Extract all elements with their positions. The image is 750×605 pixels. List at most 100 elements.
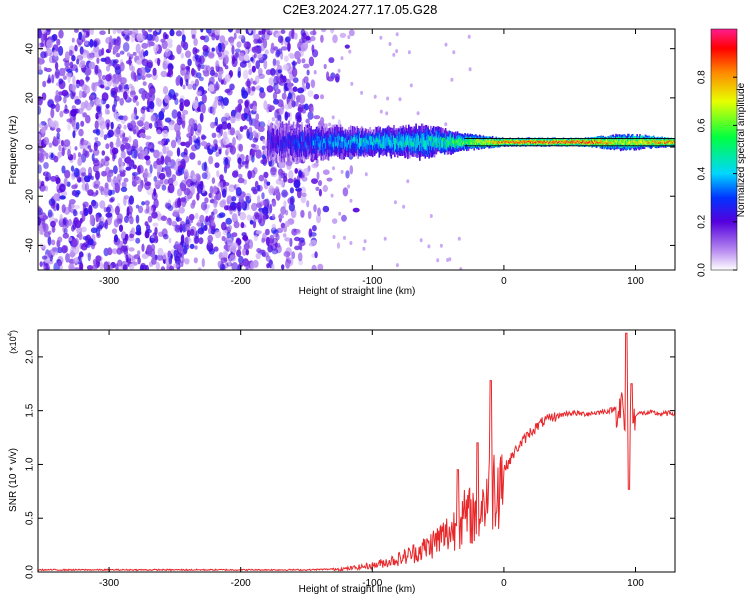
noise-speck xyxy=(300,195,307,204)
signal-cell xyxy=(525,142,528,144)
signal-cell xyxy=(597,142,600,144)
spectrogram-x-label: Height of straight line (km) xyxy=(299,286,416,297)
noise-speck xyxy=(92,259,97,265)
noise-speck xyxy=(109,35,113,44)
signal-cell xyxy=(430,136,432,141)
noise-speck xyxy=(221,235,226,242)
noise-speck xyxy=(94,137,99,141)
noise-speck xyxy=(293,177,297,184)
noise-speck xyxy=(265,69,272,76)
signal-cell xyxy=(566,141,568,143)
noise-speck xyxy=(444,42,448,47)
signal-cell xyxy=(337,140,340,146)
noise-speck xyxy=(157,231,165,237)
noise-speck xyxy=(208,227,212,235)
signal-cell xyxy=(516,140,519,143)
noise-speck xyxy=(38,122,43,129)
signal-cell xyxy=(614,141,616,146)
signal-cell xyxy=(413,137,416,143)
noise-speck xyxy=(436,258,440,263)
noise-speck xyxy=(152,67,157,76)
noise-speck xyxy=(221,199,227,205)
noise-speck xyxy=(231,57,238,68)
signal-cell xyxy=(411,142,414,147)
noise-speck xyxy=(129,233,135,239)
signal-cell xyxy=(528,141,531,145)
noise-speck xyxy=(207,51,215,59)
snr-x-label: Height of straight line (km) xyxy=(299,584,416,595)
signal-cell xyxy=(655,142,658,144)
noise-speck xyxy=(297,252,303,262)
signal-cell xyxy=(316,136,319,141)
noise-speck xyxy=(258,30,262,35)
signal-cell xyxy=(557,141,559,145)
signal-cell xyxy=(576,140,579,144)
signal-cell xyxy=(365,140,368,150)
signal-cell xyxy=(305,138,308,144)
signal-cell xyxy=(292,135,295,141)
noise-speck xyxy=(84,182,89,192)
snr-panel: -300 -200 -100 0 100 0.00.51.01.52.0 Height … xyxy=(8,329,676,595)
signal-cell xyxy=(583,140,585,142)
x-tick-label: 0 xyxy=(501,276,507,287)
noise-speck xyxy=(94,180,101,187)
noise-speck xyxy=(169,265,175,270)
noise-speck xyxy=(171,109,178,119)
signal-cell xyxy=(545,142,547,144)
signal-cell xyxy=(308,140,311,146)
signal-cell xyxy=(486,140,488,143)
signal-cell xyxy=(621,142,624,146)
noise-speck xyxy=(135,237,141,244)
signal-cell xyxy=(368,135,370,145)
x-tick-label: -300 xyxy=(99,276,119,287)
noise-speck xyxy=(181,201,186,208)
noise-speck xyxy=(172,209,180,216)
noise-speck xyxy=(278,174,282,182)
noise-speck xyxy=(153,44,159,53)
noise-speck xyxy=(300,209,305,218)
noise-speck xyxy=(261,237,266,243)
noise-speck xyxy=(65,72,73,77)
signal-cell xyxy=(406,142,408,147)
noise-speck xyxy=(165,138,170,143)
signal-cell xyxy=(435,141,438,147)
noise-speck xyxy=(302,32,307,40)
signal-cell xyxy=(419,140,422,150)
noise-speck xyxy=(53,193,59,202)
noise-speck xyxy=(214,72,218,78)
signal-cell xyxy=(491,142,494,145)
signal-cell xyxy=(302,136,304,147)
signal-cell xyxy=(307,142,310,148)
noise-speck xyxy=(190,126,194,137)
noise-speck xyxy=(340,56,344,61)
noise-speck xyxy=(276,49,281,57)
noise-speck xyxy=(85,102,92,111)
signal-cell xyxy=(465,139,467,143)
signal-cell xyxy=(415,139,417,145)
noise-speck xyxy=(237,245,242,251)
noise-speck xyxy=(56,132,60,140)
noise-speck xyxy=(207,240,212,246)
noise-speck xyxy=(43,215,49,220)
noise-speck xyxy=(155,261,160,270)
noise-speck xyxy=(136,59,143,65)
noise-speck xyxy=(160,155,165,165)
noise-speck xyxy=(47,209,53,218)
noise-speck xyxy=(277,35,284,43)
signal-cell xyxy=(448,141,451,145)
noise-speck xyxy=(47,236,52,246)
noise-speck xyxy=(80,172,87,177)
noise-speck xyxy=(164,59,170,65)
noise-speck xyxy=(127,205,133,215)
noise-speck xyxy=(201,172,208,180)
noise-speck xyxy=(242,160,246,165)
noise-speck xyxy=(106,109,111,115)
signal-cell xyxy=(559,141,561,143)
noise-speck xyxy=(104,219,109,230)
noise-speck xyxy=(107,170,114,178)
noise-speck xyxy=(231,196,237,202)
signal-cell xyxy=(472,139,474,143)
noise-speck xyxy=(68,236,73,242)
noise-speck xyxy=(309,232,317,237)
signal-cell xyxy=(654,139,657,143)
